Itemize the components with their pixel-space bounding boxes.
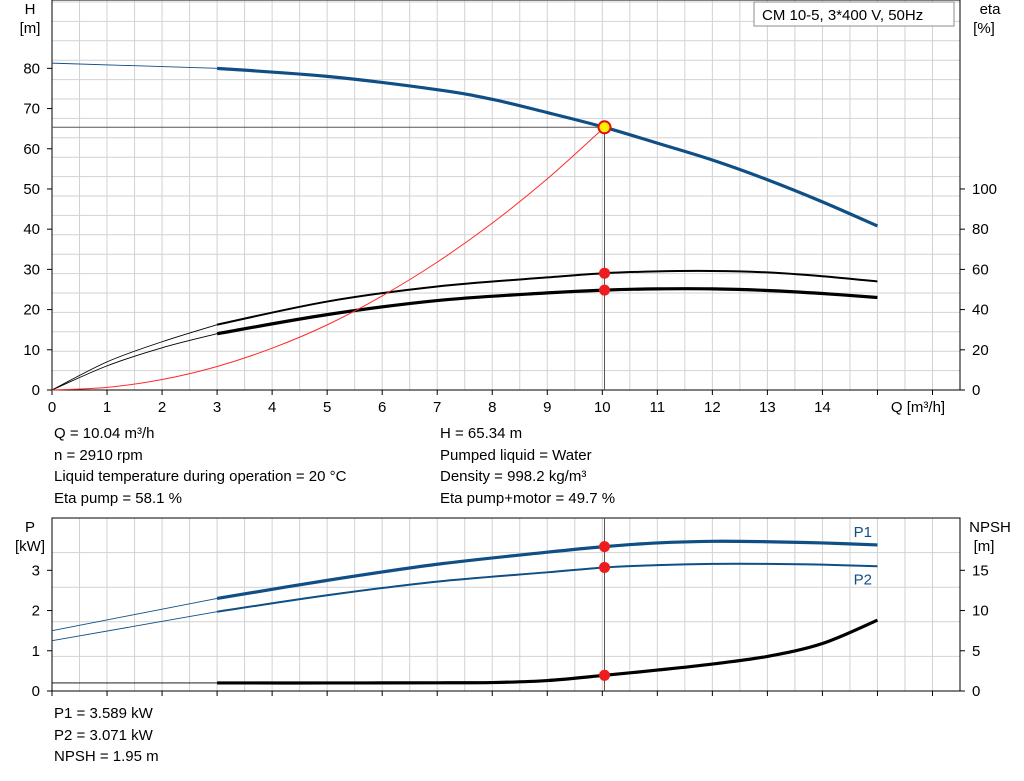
eta-pump-motor-value: Eta pump+motor = 49.7 % [440, 489, 616, 507]
series-eta_pump-extrapolated [51, 324, 218, 391]
operating-point-marker [599, 284, 611, 296]
x-tick-label: 12 [704, 399, 721, 416]
info-bottom: P1 = 3.589 kW P2 = 3.071 kW NPSH = 1.95 … [54, 703, 159, 768]
x-tick-label: 7 [433, 399, 441, 416]
y-tick-label: 80 [23, 60, 40, 77]
x-tick-label: 13 [759, 399, 776, 416]
plot-frame [51, 517, 961, 692]
operating-point-marker [599, 267, 611, 279]
y2-tick-label: 10 [972, 603, 989, 620]
series-H-extrapolated [51, 62, 218, 69]
y2-tick-label: 5 [972, 643, 980, 660]
y-tick-label: 10 [23, 342, 40, 359]
series-label-p1: P1 [854, 524, 872, 541]
x-tick-label: 2 [158, 399, 166, 416]
p1-value: P1 = 3.589 kW [54, 705, 153, 722]
operating-point-marker [599, 541, 611, 553]
y2-tick-label: 40 [972, 302, 989, 319]
x-tick-label: 0 [48, 399, 56, 416]
x-tick-label: 8 [488, 399, 496, 416]
left-axis-unit: [m] [20, 20, 41, 37]
speed-value: n = 2910 rpm [54, 446, 143, 464]
p2-value: P2 = 3.071 kW [54, 726, 153, 744]
x-tick-label: 9 [543, 399, 551, 416]
npsh-value: NPSH = 1.95 m [54, 748, 159, 765]
liquid-value: Pumped liquid = Water [440, 446, 592, 464]
series-P1-extrapolated [51, 598, 218, 632]
operating-point-marker [599, 669, 611, 681]
series-H [216, 66, 879, 228]
left-axis-unit: H [25, 1, 36, 18]
right-axis-unit: eta [980, 1, 1002, 18]
density-value: Density = 998.2 kg/m³ [440, 468, 587, 485]
x-tick-label: 10 [594, 399, 611, 416]
x-tick-label: 11 [650, 399, 666, 416]
y2-tick-label: 100 [972, 181, 997, 198]
series-P2-extrapolated [51, 611, 218, 642]
operating-point-marker [599, 561, 611, 573]
y-tick-label: 50 [23, 181, 40, 198]
x-tick-label: 3 [213, 399, 221, 416]
y-tick-label: 2 [32, 603, 40, 620]
y2-tick-label: 80 [972, 221, 989, 238]
right-axis-unit: NPSH [969, 519, 1011, 536]
x-tick-label: 14 [814, 399, 831, 416]
y-tick-label: 0 [32, 382, 40, 399]
y-tick-label: 70 [23, 101, 40, 118]
right-axis-unit: [%] [973, 20, 995, 37]
y2-tick-label: 15 [972, 562, 989, 579]
y-tick-label: 3 [32, 562, 40, 579]
info-left: Q = 10.04 m³/h n = 2910 rpm Liquid tempe… [54, 423, 346, 509]
y2-tick-label: 20 [972, 342, 989, 359]
y-tick-label: 40 [23, 221, 40, 238]
eta-pump-value: Eta pump = 58.1 % [54, 489, 182, 507]
y2-tick-label: 0 [972, 382, 980, 399]
x-tick-label: 4 [268, 399, 276, 416]
panel-1 [47, 0, 965, 395]
panel-2 [47, 517, 965, 696]
plot-frame [51, 0, 961, 391]
x-tick-label: 5 [323, 399, 331, 416]
y-tick-label: 0 [32, 683, 40, 700]
y-tick-label: 30 [23, 261, 40, 278]
temperature-value: Liquid temperature during operation = 20… [54, 468, 347, 485]
left-axis-unit: P [25, 519, 35, 536]
y2-tick-label: 0 [972, 683, 980, 700]
chart-title: CM 10-5, 3*400 V, 50Hz [762, 7, 923, 24]
series-eta_pump_motor-extrapolated [51, 333, 218, 391]
right-axis-unit: [m] [974, 538, 995, 555]
duty-point-marker [597, 120, 612, 135]
left-axis-unit: [kW] [15, 538, 45, 555]
x-tick-label: 1 [103, 399, 111, 416]
series-system_curve [51, 126, 605, 391]
series-NPSH [217, 618, 879, 685]
title-box [753, 1, 955, 27]
info-right: H = 65.34 m Pumped liquid = Water Densit… [440, 423, 615, 509]
head-value: H = 65.34 m [440, 425, 523, 442]
y-tick-label: 20 [23, 302, 40, 319]
x-tick-label: 6 [378, 399, 386, 416]
series-label-p2: P2 [854, 571, 872, 588]
pump-curve-chart: 01020304050607080020406080100H[m]eta[%]0… [15, 0, 1011, 700]
x-axis-label: Q [m³/h] [891, 399, 945, 416]
y-tick-label: 1 [32, 643, 40, 660]
y2-tick-label: 60 [972, 261, 989, 278]
flow-value: Q = 10.04 m³/h [54, 425, 155, 442]
y-tick-label: 60 [23, 141, 40, 158]
